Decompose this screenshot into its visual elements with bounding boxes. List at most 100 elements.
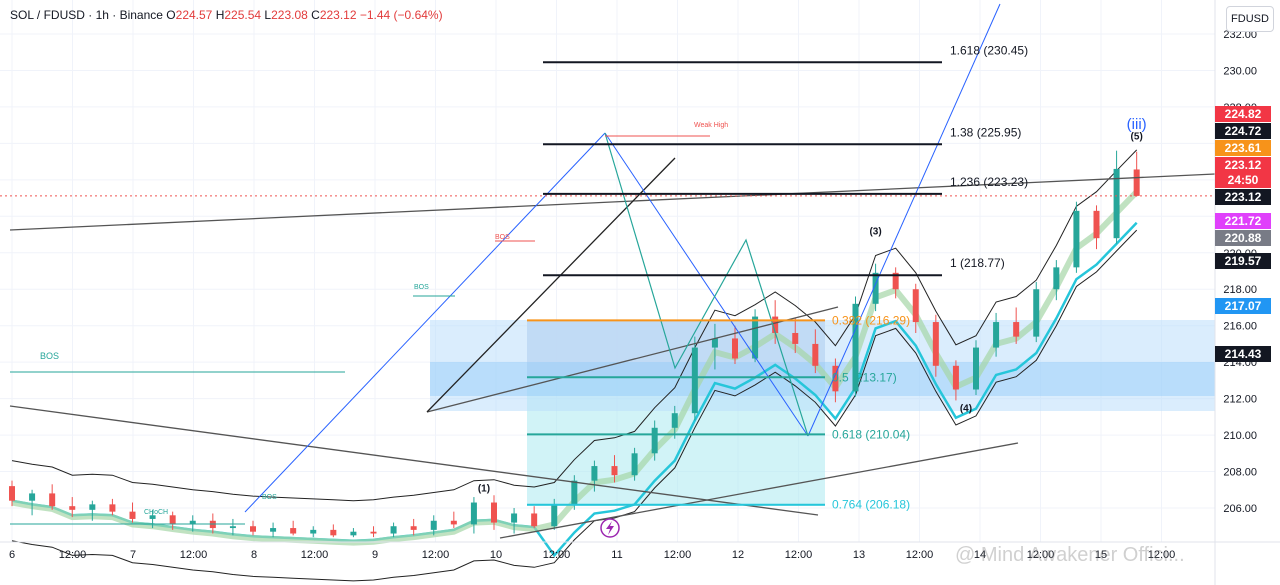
candle-body[interactable] xyxy=(330,529,337,536)
trendline-lower-asc[interactable] xyxy=(499,442,1019,539)
candle-body[interactable] xyxy=(270,528,277,532)
x-tick-label: 15 xyxy=(1095,549,1107,561)
lightning-icon xyxy=(606,521,614,535)
candle-body[interactable] xyxy=(812,343,819,366)
impulse-line-3[interactable] xyxy=(807,3,1001,437)
x-tick-label: 12:00 xyxy=(301,549,329,561)
x-tick-label: 12:00 xyxy=(785,549,813,561)
candle-body[interactable] xyxy=(792,332,799,344)
candle-body[interactable] xyxy=(69,506,76,510)
candle-body[interactable] xyxy=(49,493,56,507)
symbol-label: SOL / FDUSD · 1h · Binance xyxy=(10,8,163,22)
candle-body[interactable] xyxy=(169,515,176,525)
trendline-lower-desc[interactable] xyxy=(9,405,819,516)
fib-extension-label: 1.38 (225.95) xyxy=(950,125,1021,139)
candle-body[interactable] xyxy=(9,486,15,501)
channel-lower[interactable] xyxy=(426,306,839,413)
price-tag-label: 223.61 xyxy=(1225,141,1262,155)
candle-body[interactable] xyxy=(973,347,979,390)
y-tick-label: 212.00 xyxy=(1223,394,1257,406)
candle-body[interactable] xyxy=(109,504,116,512)
candle-body[interactable] xyxy=(370,531,377,534)
candle-body[interactable] xyxy=(691,347,698,414)
price-tag xyxy=(1215,189,1271,205)
candle-body[interactable] xyxy=(350,531,357,536)
x-tick-label: 6 xyxy=(9,549,15,561)
candle-body[interactable] xyxy=(711,338,718,348)
change-value: −1.44 (−0.64%) xyxy=(359,8,443,22)
impulse-line-2[interactable] xyxy=(604,132,809,437)
candle-body[interactable] xyxy=(852,303,859,392)
fib-retracement-label: 0.618 (210.04) xyxy=(832,427,910,441)
wave-label: (4) xyxy=(960,403,972,414)
x-tick-label: 12:00 xyxy=(1027,549,1055,561)
supply-zone xyxy=(430,320,1215,411)
channel-upper[interactable] xyxy=(426,157,676,413)
candle-body[interactable] xyxy=(772,316,779,333)
drawings[interactable]: Weak High BOS BOS BOS CHoCH BOS xyxy=(0,3,1216,539)
candle-body[interactable] xyxy=(993,322,1000,348)
candle-body[interactable] xyxy=(511,513,518,523)
candle-body[interactable] xyxy=(551,504,558,527)
candle-body[interactable] xyxy=(1033,289,1040,337)
x-tick-label: 12:00 xyxy=(543,549,571,561)
candle-body[interactable] xyxy=(611,466,618,476)
candle-body[interactable] xyxy=(1133,169,1140,196)
candle-body[interactable] xyxy=(671,413,678,428)
wave-label: (iii) xyxy=(1127,116,1147,133)
candle-body[interactable] xyxy=(189,520,196,525)
abc-correction-path[interactable] xyxy=(604,132,809,437)
candle-body[interactable] xyxy=(591,466,598,481)
candle-body[interactable] xyxy=(571,480,578,505)
bos-label: BOS xyxy=(40,351,59,361)
currency-button[interactable]: FDUSD xyxy=(1226,6,1274,32)
candle-body[interactable] xyxy=(892,272,899,290)
candle-body[interactable] xyxy=(912,289,919,323)
candle-body[interactable] xyxy=(531,513,538,527)
candles[interactable] xyxy=(9,150,1140,538)
candle-body[interactable] xyxy=(229,526,236,529)
y-tick-label: 206.00 xyxy=(1223,503,1257,515)
x-tick-label: 13 xyxy=(853,549,865,561)
x-tick-label: 12:00 xyxy=(664,549,692,561)
candle-body[interactable] xyxy=(290,528,297,534)
x-tick-label: 12:00 xyxy=(59,549,87,561)
high-label: H xyxy=(215,8,225,22)
fib-retracement-label: 0.5 (213.17) xyxy=(832,370,897,384)
candle-body[interactable] xyxy=(450,520,457,525)
bos-label: BOS xyxy=(495,234,510,241)
candle-body[interactable] xyxy=(952,365,959,390)
candle-body[interactable] xyxy=(491,502,497,523)
time-axis[interactable]: 6 12:00 7 12:00 8 12:00 9 12:00 10 12:00 11 12:00 12… xyxy=(0,541,1280,561)
candle-body[interactable] xyxy=(1013,322,1020,337)
high-value: 225.54 xyxy=(224,8,262,22)
candle-body[interactable] xyxy=(1093,210,1100,239)
candle-body[interactable] xyxy=(651,427,658,454)
candle-body[interactable] xyxy=(29,493,36,501)
candle-body[interactable] xyxy=(390,526,397,534)
candle-body[interactable] xyxy=(250,526,256,532)
candle-body[interactable] xyxy=(129,511,136,519)
candle-body[interactable] xyxy=(149,515,156,519)
candle-body[interactable] xyxy=(631,453,638,476)
symbol-legend: SOL / FDUSD · 1h · Binance O224.57 H225.… xyxy=(10,8,443,22)
candle-body[interactable] xyxy=(872,272,879,304)
candle-body[interactable] xyxy=(752,316,759,359)
y-tick-label: 216.00 xyxy=(1223,321,1257,333)
candle-body[interactable] xyxy=(89,504,96,510)
candle-body[interactable] xyxy=(1073,210,1080,268)
bos-label: BOS xyxy=(414,284,429,291)
trendline-upper[interactable] xyxy=(9,173,1216,231)
candle-body[interactable] xyxy=(732,338,738,359)
candle-body[interactable] xyxy=(310,529,317,534)
choch-label: CHoCH xyxy=(144,509,168,516)
candle-body[interactable] xyxy=(1053,267,1060,290)
candle-body[interactable] xyxy=(470,502,477,525)
candle-body[interactable] xyxy=(832,365,839,392)
fib-levels[interactable]: 1.618 (230.45) 1.38 (225.95) 1.236 (223.23… xyxy=(527,43,1028,512)
candle-body[interactable] xyxy=(430,520,437,530)
candle-body[interactable] xyxy=(932,322,939,366)
candle-body[interactable] xyxy=(1113,168,1120,239)
candle-body[interactable] xyxy=(410,526,417,530)
